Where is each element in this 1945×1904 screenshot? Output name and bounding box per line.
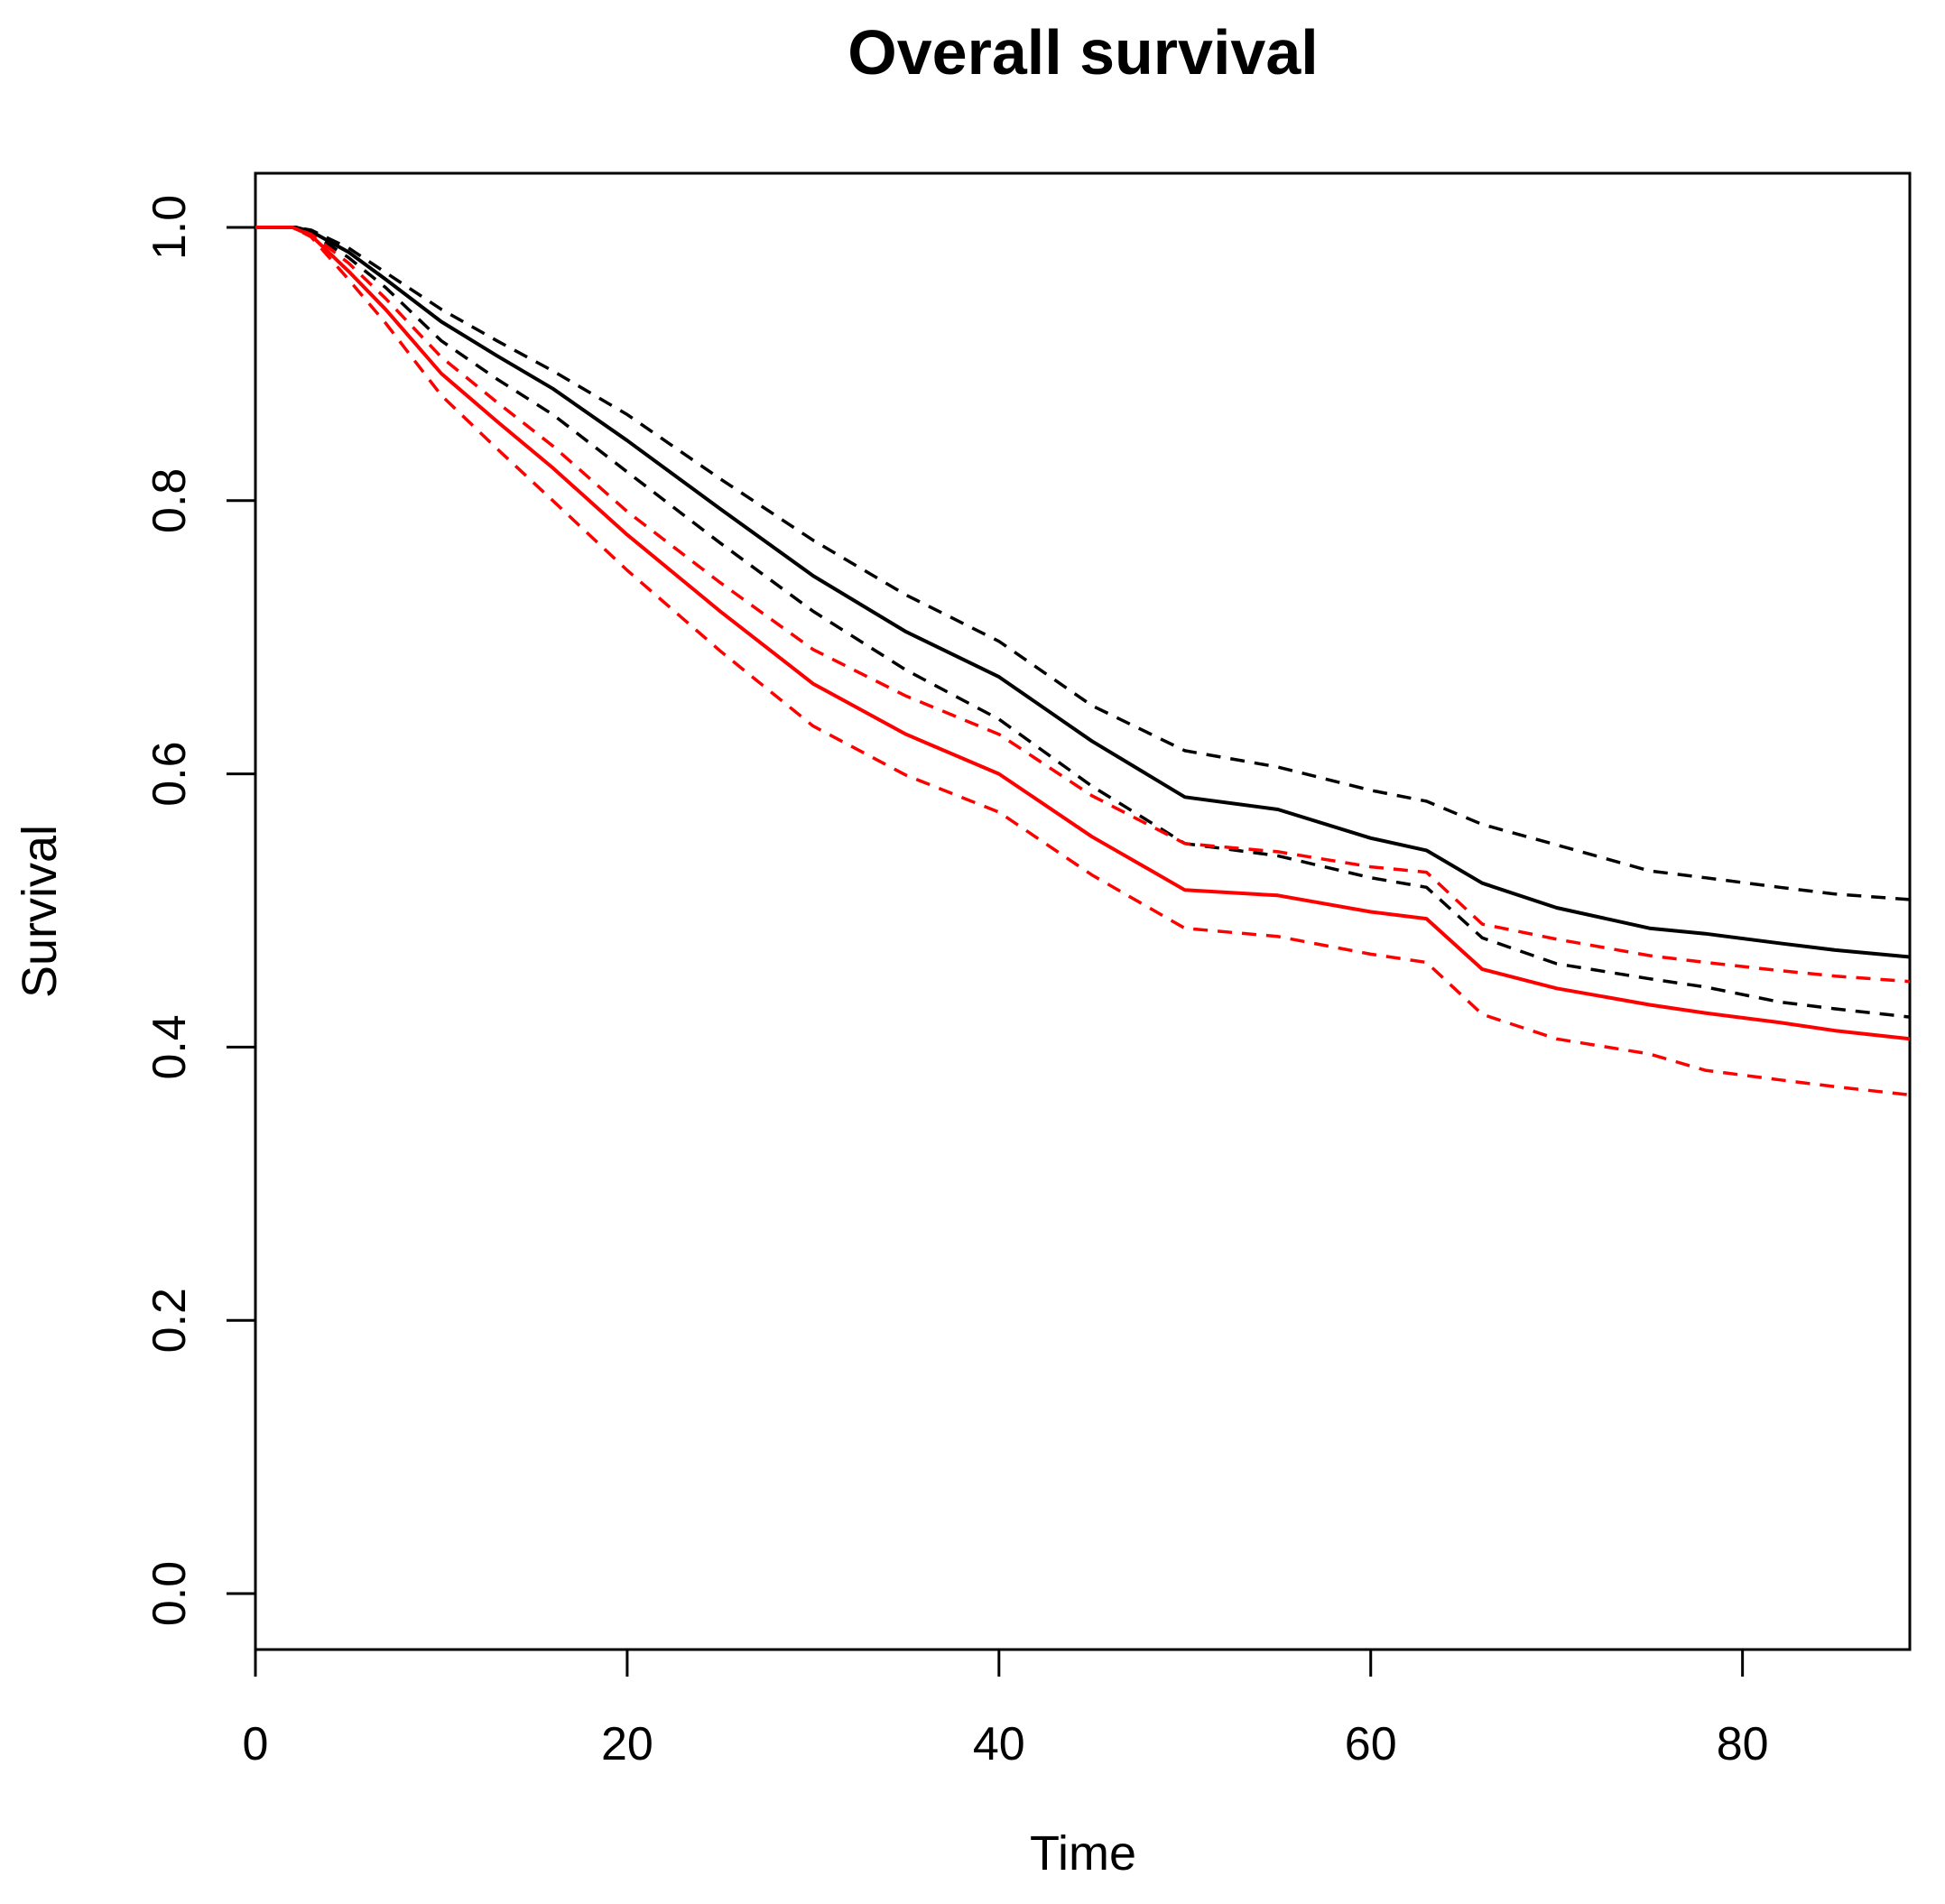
y-tick-label: 0.0 — [144, 1561, 196, 1626]
x-tick-label: 40 — [973, 1718, 1025, 1770]
group2-upper-ci-curve — [255, 226, 1911, 984]
group2-estimate-curve — [255, 226, 1911, 1041]
x-axis-label: Time — [1030, 1826, 1136, 1881]
survival-curves — [255, 226, 1911, 1097]
group1-lower-ci-curve — [255, 226, 1911, 1019]
y-tick-label: 0.2 — [144, 1288, 196, 1353]
x-tick-label: 20 — [601, 1718, 653, 1770]
plot-border — [254, 171, 1912, 1651]
x-tick-label: 0 — [243, 1718, 269, 1770]
y-tick-label: 1.0 — [144, 195, 196, 260]
x-axis-ticks — [254, 1650, 1745, 1677]
x-axis-tick-labels: 0 20 40 60 80 — [243, 1718, 1769, 1770]
x-tick-label: 60 — [1345, 1718, 1397, 1770]
chart-title: Overall survival — [847, 17, 1318, 88]
x-tick-label: 80 — [1717, 1718, 1769, 1770]
y-axis-label: Survival — [13, 825, 67, 998]
group2-lower-ci-curve — [255, 226, 1911, 1097]
y-axis-ticks — [227, 226, 255, 1595]
y-tick-label: 0.6 — [144, 741, 196, 806]
y-axis-tick-labels: 0.0 0.2 0.4 0.6 0.8 1.0 — [144, 195, 196, 1626]
y-tick-label: 0.4 — [144, 1014, 196, 1079]
y-tick-label: 0.8 — [144, 468, 196, 533]
group1-upper-ci-curve — [255, 226, 1911, 901]
group1-estimate-curve — [255, 226, 1911, 959]
